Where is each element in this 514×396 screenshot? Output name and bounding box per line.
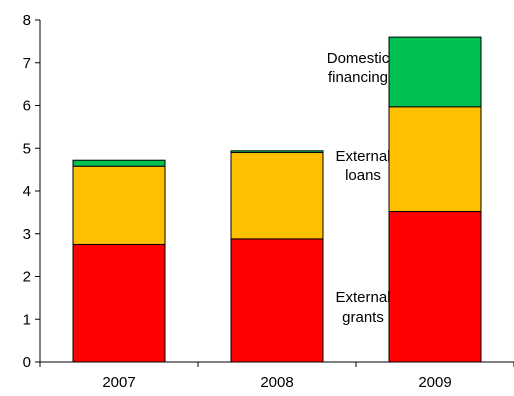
annotation-grants-line2: grants <box>342 309 384 326</box>
y-tick-label: 7 <box>23 55 31 72</box>
bars-group <box>72 36 482 363</box>
bar-segment-2008-1 <box>230 152 324 240</box>
annotation-loans-line2: loans <box>345 167 381 184</box>
bar-segment-2008-2 <box>230 150 324 154</box>
annotation-loans-line1: External <box>335 148 390 165</box>
annotations: Domestic financing External loans Extern… <box>327 50 391 326</box>
y-tick-label: 8 <box>23 12 31 29</box>
y-tick-label: 3 <box>23 226 31 243</box>
annotation-grants-line1: External <box>335 289 390 306</box>
annotation-domestic-line2: financing <box>328 69 388 86</box>
y-tick-label: 1 <box>23 311 31 328</box>
x-tick-label: 2007 <box>102 374 135 391</box>
y-axis-ticks: 0 1 2 3 4 5 6 7 8 <box>23 12 40 371</box>
annotation-domestic-line1: Domestic <box>327 50 390 67</box>
x-tick-label: 2008 <box>260 374 293 391</box>
bar-segment-2009-2 <box>388 36 482 108</box>
bar-segment-2009-1 <box>388 106 482 213</box>
x-axis-ticks: 2007 2008 2009 <box>39 362 514 391</box>
y-tick-label: 6 <box>23 98 31 115</box>
y-tick-label: 4 <box>23 183 31 200</box>
bar-segment-2007-0 <box>72 243 166 363</box>
bar-segment-2007-1 <box>72 165 166 245</box>
bar-segment-2007-2 <box>72 159 166 167</box>
y-tick-label: 5 <box>23 140 31 157</box>
x-tick-label: 2009 <box>418 374 451 391</box>
y-tick-label: 0 <box>23 354 31 371</box>
y-tick-label: 2 <box>23 269 31 286</box>
bar-segment-2009-0 <box>388 211 482 363</box>
bar-segment-2008-0 <box>230 238 324 363</box>
